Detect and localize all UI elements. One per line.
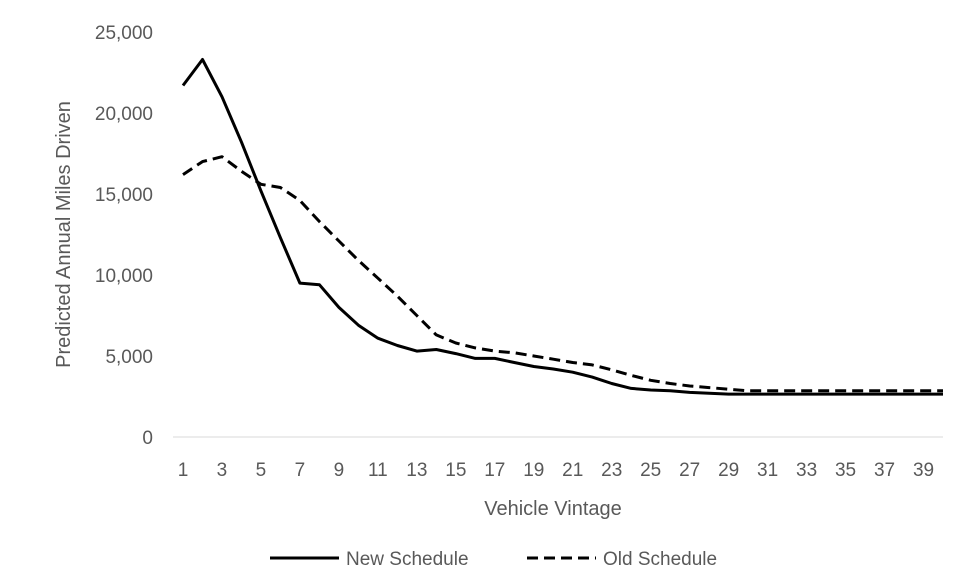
x-axis-title: Vehicle Vintage bbox=[484, 498, 622, 520]
legend-label: Old Schedule bbox=[603, 549, 717, 570]
y-axis-title: Predicted Annual Miles Driven bbox=[53, 101, 75, 368]
x-tick-label: 13 bbox=[406, 460, 427, 481]
x-tick-label: 1 bbox=[178, 460, 189, 481]
x-tick-label: 37 bbox=[874, 460, 895, 481]
series-lines bbox=[181, 58, 943, 396]
x-tick-label: 23 bbox=[601, 460, 622, 481]
x-tick-label: 27 bbox=[679, 460, 700, 481]
x-tick-label: 39 bbox=[913, 460, 934, 481]
x-tick-label: 19 bbox=[523, 460, 544, 481]
x-tick-label: 31 bbox=[757, 460, 778, 481]
y-tick-label: 25,000 bbox=[95, 23, 153, 44]
x-tick-label: 33 bbox=[796, 460, 817, 481]
y-tick-label: 10,000 bbox=[95, 266, 153, 287]
x-tick-label: 11 bbox=[368, 460, 388, 481]
x-tick-label: 15 bbox=[445, 460, 466, 481]
x-tick-label: 17 bbox=[484, 460, 505, 481]
x-tick-label: 9 bbox=[334, 460, 345, 481]
x-axis-ticks: 1 3 5 7 9 11 13 15 17 19 21 23 25 27 29 31 33 35 37 39 bbox=[178, 460, 934, 481]
x-tick-label: 29 bbox=[718, 460, 739, 481]
new-schedule-line bbox=[181, 58, 943, 396]
y-tick-label: 20,000 bbox=[95, 104, 153, 125]
legend-label: New Schedule bbox=[346, 549, 469, 570]
x-tick-label: 21 bbox=[562, 460, 583, 481]
x-tick-label: 3 bbox=[217, 460, 228, 481]
y-tick-label: 5,000 bbox=[105, 347, 153, 368]
y-axis-ticks: 0 5,000 10,000 15,000 20,000 25,000 bbox=[95, 23, 153, 449]
legend: New Schedule Old Schedule bbox=[270, 549, 717, 570]
x-tick-label: 7 bbox=[295, 460, 306, 481]
x-tick-label: 5 bbox=[256, 460, 267, 481]
x-tick-label: 25 bbox=[640, 460, 661, 481]
x-tick-label: 35 bbox=[835, 460, 856, 481]
y-tick-label: 0 bbox=[142, 428, 153, 449]
y-tick-label: 15,000 bbox=[95, 185, 153, 206]
